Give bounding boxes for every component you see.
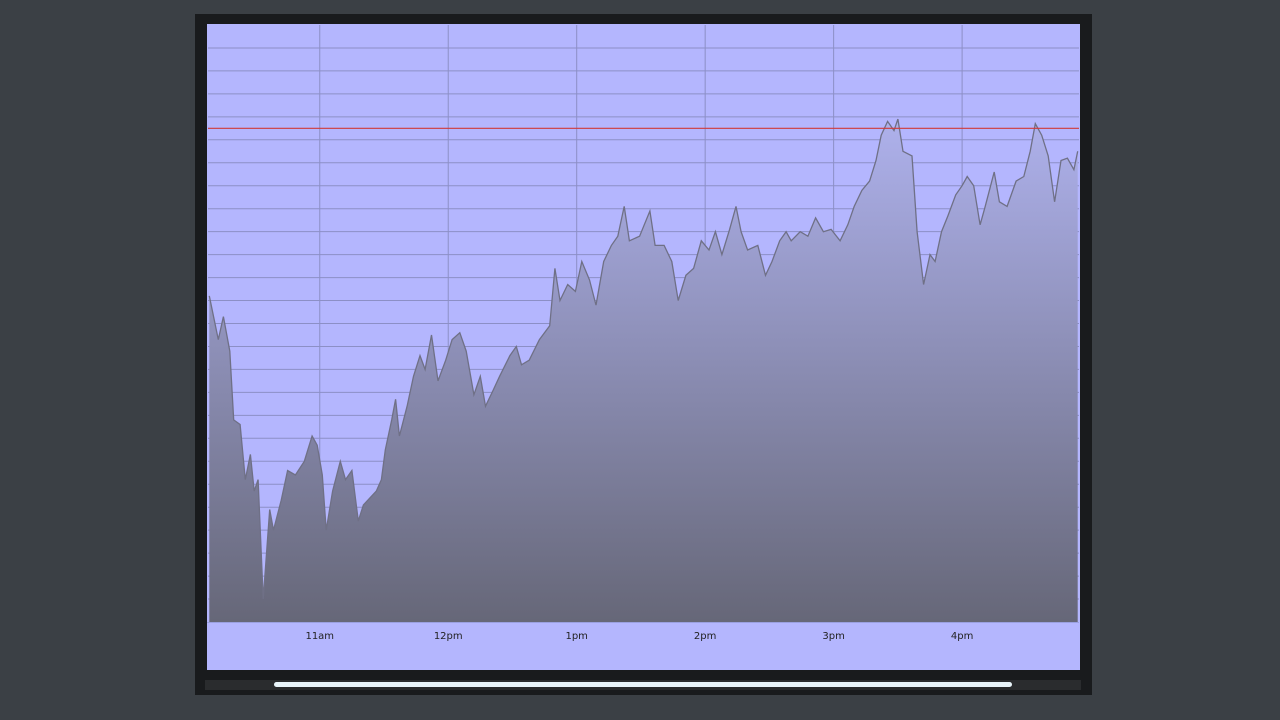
- x-tick-label: 2pm: [694, 631, 716, 642]
- scroll-thumb[interactable]: [274, 682, 1012, 687]
- x-tick-label: 11am: [305, 631, 334, 642]
- x-tick-label: 4pm: [951, 631, 973, 642]
- plot: 11am 12pm 1pm 2pm 3pm 4pm: [207, 25, 1079, 642]
- x-tick-label: 1pm: [565, 631, 587, 642]
- area: [209, 119, 1078, 622]
- x-tick-label: 12pm: [434, 631, 463, 642]
- x-tick-label: 3pm: [822, 631, 844, 642]
- line: [208, 118, 1079, 600]
- x-axis-band: [207, 622, 1079, 623]
